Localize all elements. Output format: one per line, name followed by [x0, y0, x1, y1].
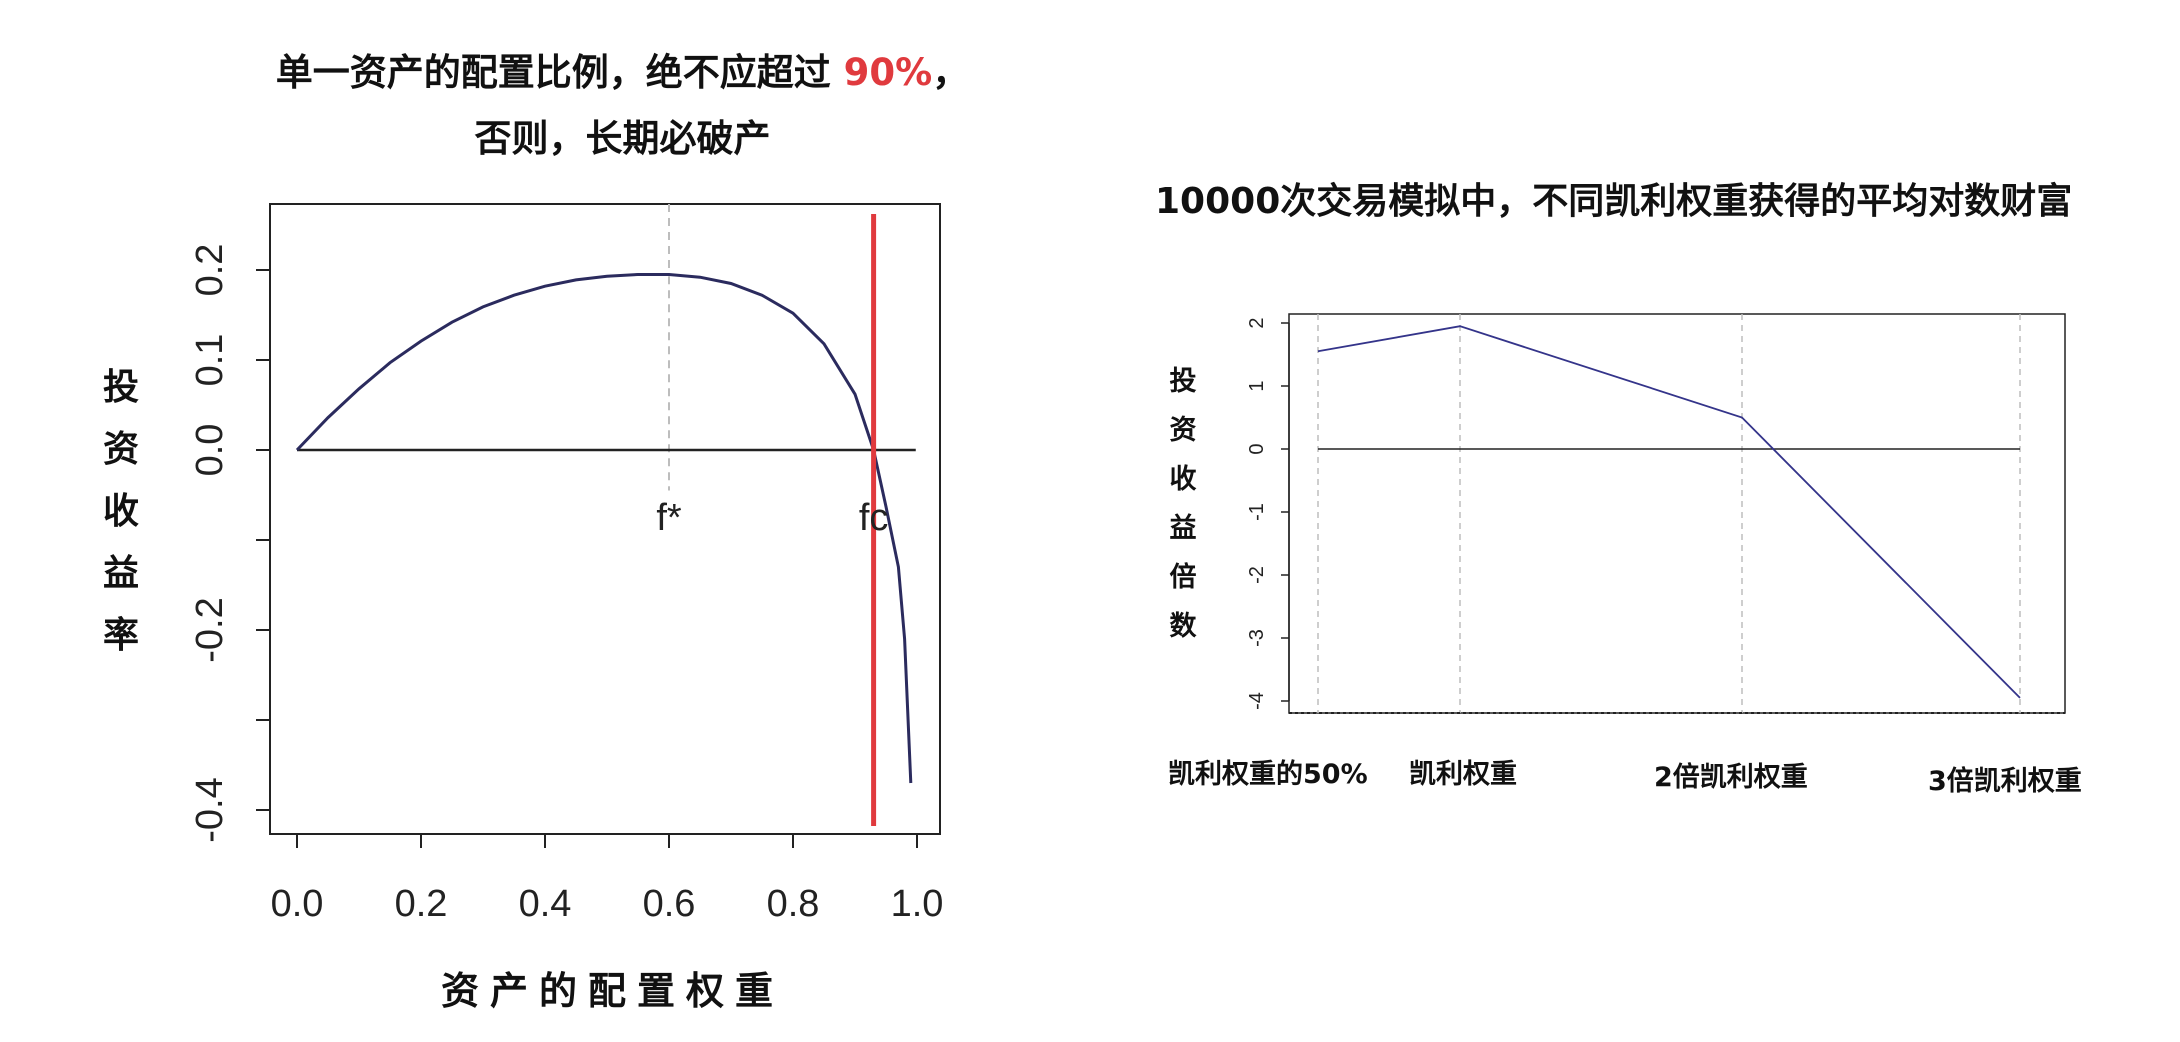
left-x-tick-label: 0.6	[643, 883, 696, 925]
left-x-axis-label: 资产的配置权重	[441, 969, 785, 1013]
fc-annotation: fc	[859, 497, 889, 539]
right-ylabel-char-0: 投	[1169, 366, 1197, 397]
left-ylabel-char-3: 益	[102, 553, 139, 594]
left-y-tick-label: 0.2	[189, 244, 231, 297]
left-x-tick-label: 0.4	[519, 883, 572, 925]
left-title-highlight: 90%	[843, 51, 933, 94]
left-title-suffix: ，	[932, 51, 970, 94]
left-chart-title-line2: 否则，长期必破产	[0, 108, 1245, 162]
left-x-tick-label: 0.0	[271, 883, 324, 925]
right-y-tick-label: 0	[1246, 443, 1268, 454]
right-y-tick-label: 2	[1246, 317, 1268, 328]
left-ylabel-char-4: 率	[102, 615, 139, 656]
right-category-label-3: 3倍凯利权重	[1928, 766, 2082, 797]
right-ylabel-char-4: 倍	[1169, 562, 1197, 593]
right-ylabel-char-3: 益	[1169, 513, 1197, 544]
right-category-label-0: 凯利权重的50%	[1168, 759, 1368, 790]
left-x-tick-label: 0.2	[395, 883, 448, 925]
right-plot-frame	[1288, 313, 2066, 714]
right-y-tick-label: -4	[1246, 692, 1268, 710]
right-y-tick-label: 1	[1246, 380, 1268, 391]
left-ylabel-char-1: 资	[102, 429, 139, 470]
right-ylabel-char-5: 数	[1169, 611, 1197, 642]
left-y-axis-label: 投资收益率	[96, 357, 146, 667]
left-y-tick-label: -0.4	[189, 777, 231, 842]
right-y-axis-label: 投资收益倍数	[1163, 357, 1203, 651]
left-ylabel-char-2: 收	[102, 491, 139, 532]
left-x-tick-label: 0.8	[767, 883, 820, 925]
left-chart-title-line1: 单一资产的配置比例，绝不应超过 90%，	[0, 42, 1245, 96]
right-y-tick-label: -3	[1246, 629, 1268, 647]
left-y-tick-label: -0.2	[189, 597, 231, 662]
return-curve	[295, 273, 913, 784]
left-plot-frame	[269, 203, 941, 835]
right-y-tick-label: -2	[1246, 566, 1268, 584]
left-title-line2-text: 否则，长期必破产	[474, 117, 771, 160]
right-ylabel-char-2: 收	[1169, 464, 1197, 495]
left-y-tick-label: 0.0	[189, 424, 231, 477]
right-category-label-1: 凯利权重	[1409, 759, 1517, 790]
left-ylabel-char-0: 投	[102, 367, 139, 408]
fstar-annotation: f*	[656, 497, 682, 539]
right-chart: -4 -3 -2 -1 0 1 2	[1246, 313, 2066, 714]
right-category-label-2: 2倍凯利权重	[1654, 762, 1808, 793]
left-chart: f* fc 0.0 0.2 0.4 0.6 0.8 1.0 -0.4 -0.2 0.0 0.1 0.2	[189, 203, 944, 925]
left-x-tick-label: 1.0	[891, 883, 944, 925]
log-wealth-line	[1317, 325, 2021, 699]
left-y-tick-label: 0.1	[189, 334, 231, 387]
right-ylabel-char-1: 资	[1169, 415, 1197, 446]
left-title-prefix: 单一资产的配置比例，绝不应超过	[275, 51, 844, 94]
right-y-tick-label: -1	[1246, 503, 1268, 521]
right-chart-title: 10000次交易模拟中，不同凯利权重获得的平均对数财富	[1155, 181, 2073, 222]
